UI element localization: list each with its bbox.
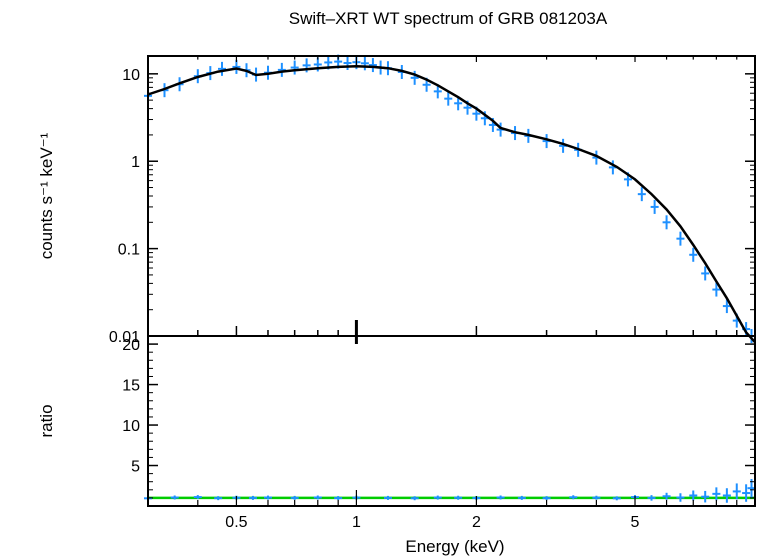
spectrum-data-point — [712, 282, 721, 297]
spectrum-y-axis-label: counts s⁻¹ keV⁻¹ — [37, 132, 56, 259]
ratio-data-point — [433, 495, 442, 500]
spectrum-data-point — [277, 62, 286, 77]
y-tick-label: 0.01 — [109, 329, 140, 346]
ratio-data-point — [612, 496, 621, 501]
ratio-data-point — [313, 495, 322, 500]
spectrum-data-point — [290, 60, 299, 75]
ratio-data-point — [542, 496, 551, 501]
ratio-data-point — [689, 490, 698, 501]
ratio-panel: 5 10 15 20 — [122, 335, 756, 507]
y-tick-label: 0.1 — [118, 242, 140, 259]
ratio-data-point — [732, 483, 741, 500]
ratio-data-point — [647, 495, 656, 501]
ratio-data-point — [214, 496, 223, 501]
x-tick-label: 1 — [352, 514, 361, 531]
ratio-data-point — [410, 496, 419, 501]
ratio-data-point — [248, 495, 257, 500]
ratio-data-point — [517, 495, 526, 500]
ratio-data-point — [722, 488, 731, 503]
spectrum-data-point — [217, 61, 226, 76]
y-tick-label: 10 — [122, 67, 140, 84]
ratio-data-point — [712, 487, 721, 501]
ratio-ticks: 5 10 15 20 — [122, 337, 756, 506]
spectrum-data-point — [689, 247, 698, 262]
spectrum-data-points — [144, 54, 756, 343]
spectrum-model-curve — [147, 65, 756, 344]
ratio-data-point — [569, 495, 578, 500]
ratio-data-point — [193, 495, 202, 500]
y-tick-label: 1 — [131, 154, 140, 171]
ratio-panel-frame — [147, 335, 756, 507]
spectrum-data-point — [410, 70, 419, 85]
ratio-data-point — [676, 493, 685, 502]
x-axis-label: Energy (keV) — [405, 537, 504, 556]
ratio-data-point — [454, 495, 463, 500]
ratio-y-tick-label: 15 — [122, 378, 140, 395]
ratio-data-point — [701, 490, 710, 503]
ratio-y-tick-label: 10 — [122, 418, 140, 435]
spectrum-data-point — [650, 199, 659, 214]
spectrum-data-point — [368, 58, 377, 73]
ratio-y-tick-label: 20 — [122, 337, 140, 354]
spectrum-panel: 10 1 0.1 0.01 — [109, 54, 756, 346]
spectrum-data-point — [444, 91, 453, 106]
spectrum-data-point — [676, 231, 685, 246]
ratio-data-point — [263, 495, 272, 500]
spectrum-data-point — [637, 187, 646, 202]
ratio-data-point — [334, 496, 343, 501]
ratio-data-point — [496, 495, 505, 500]
ratio-data-point — [742, 484, 751, 502]
ratio-data-point — [290, 495, 299, 500]
ratio-data-points — [144, 478, 756, 503]
spectrum-data-point — [701, 266, 710, 281]
ratio-data-point — [662, 492, 671, 500]
ratio-y-tick-label: 5 — [131, 459, 140, 476]
x-tick-labels: 0.5 1 2 5 — [225, 514, 639, 531]
ratio-data-point — [592, 495, 601, 500]
ratio-data-point — [170, 495, 179, 500]
ratio-y-axis-label: ratio — [37, 404, 56, 437]
x-tick-label: 5 — [631, 514, 640, 531]
chart-title: Swift–XRT WT spectrum of GRB 081203A — [289, 9, 608, 28]
spectrum-data-point — [232, 59, 241, 74]
x-tick-label: 0.5 — [225, 514, 247, 531]
spectrum-data-point — [360, 56, 369, 71]
ratio-data-point — [383, 495, 392, 500]
spectrum-data-point — [722, 299, 731, 314]
spectrum-data-point — [662, 215, 671, 230]
x-tick-label: 2 — [472, 514, 481, 531]
